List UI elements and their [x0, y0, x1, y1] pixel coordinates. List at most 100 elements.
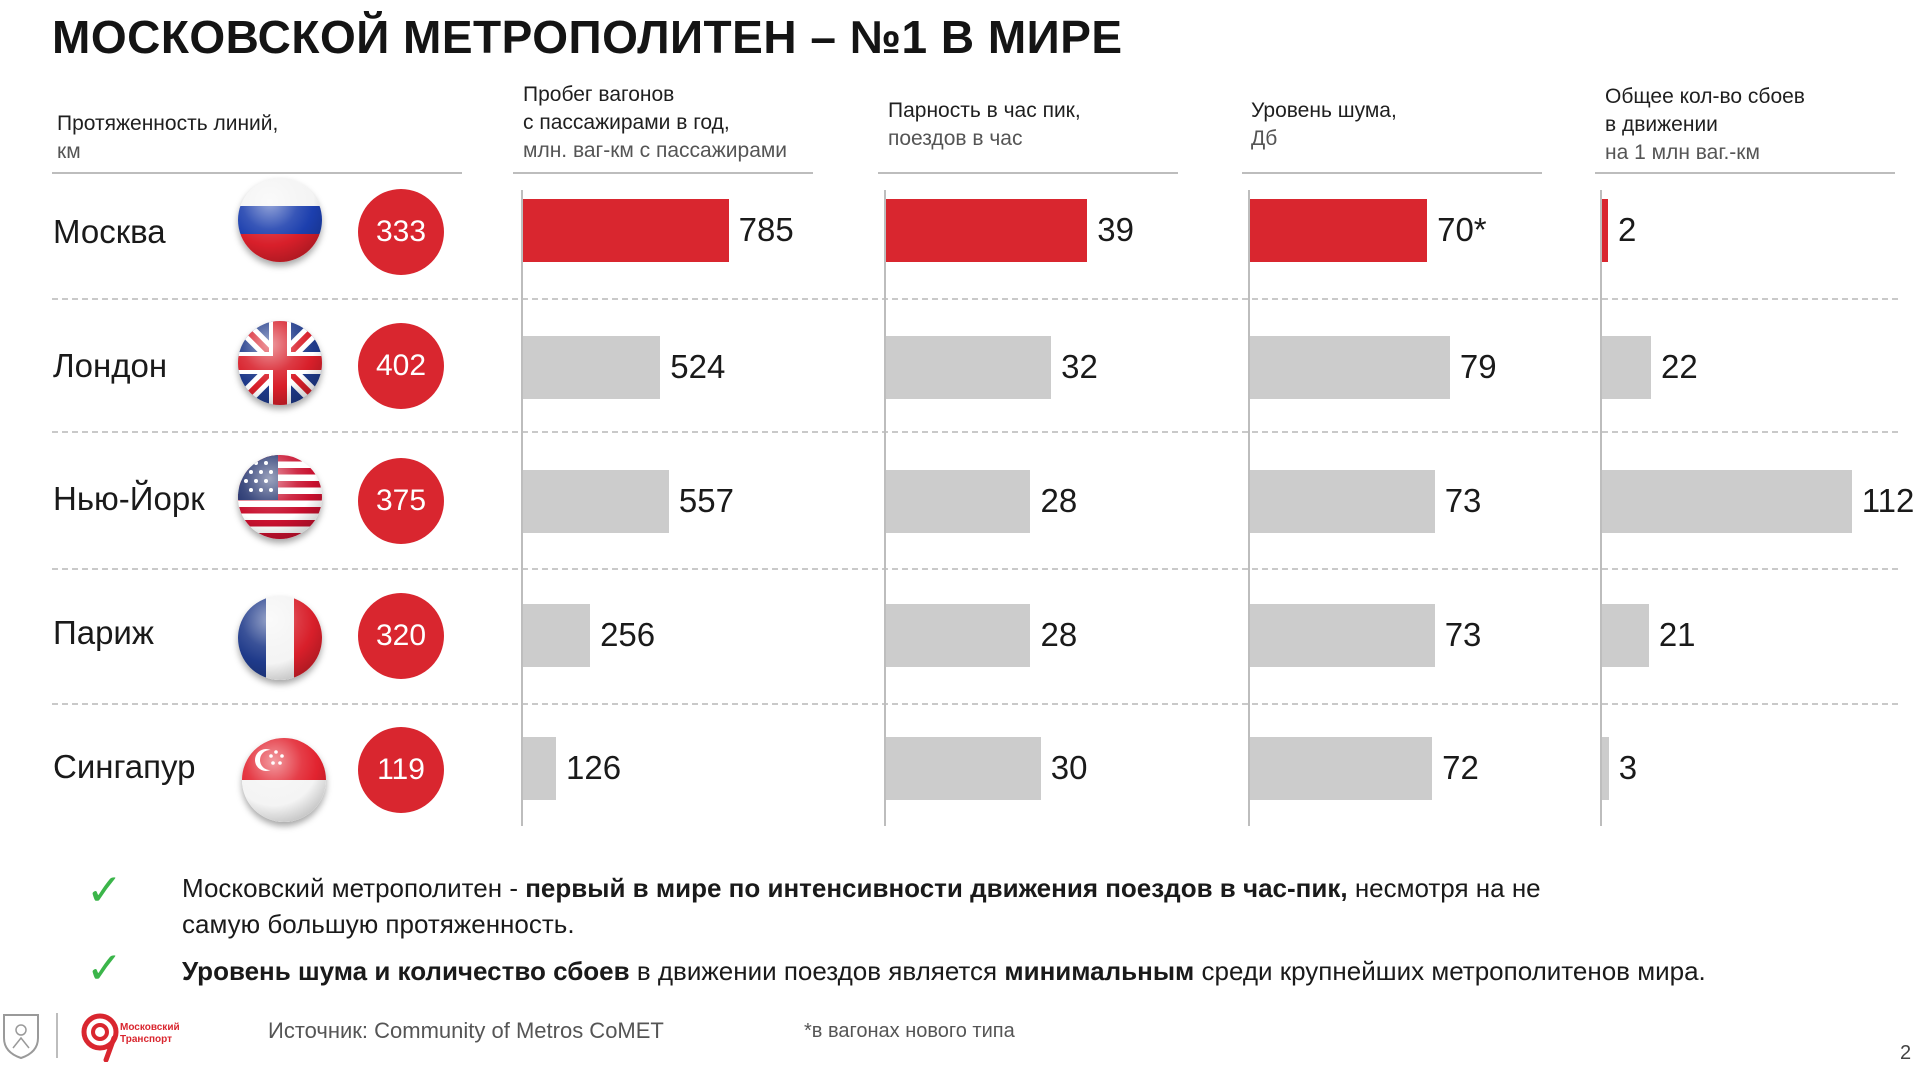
city-name-new-york: Нью-Йорк: [53, 480, 205, 517]
frequency-value-label: 39: [1097, 211, 1134, 248]
row-separator: [52, 298, 1898, 300]
note-text: Уровень шума и количество сбоев: [182, 956, 630, 986]
failures-bar: [1602, 470, 1852, 533]
frequency-value-label: 30: [1050, 749, 1088, 786]
moscow-coat-of-arms-icon: [0, 1012, 42, 1060]
frequency-bar: [886, 604, 1031, 667]
mileage-bar: [523, 604, 591, 667]
mileage-value-label: 524: [670, 348, 726, 385]
flag-france-icon: [238, 596, 322, 680]
mileage-bar: [523, 737, 556, 800]
footer-divider: [56, 1013, 58, 1058]
city-name-paris: Париж: [53, 614, 154, 651]
note-text: несмотря на не самую большую протяженнос…: [182, 873, 1541, 939]
noise-value-label: 70*: [1437, 211, 1487, 248]
failures-value-label: 2: [1618, 211, 1637, 248]
mileage-bar: [523, 336, 661, 399]
noise-bar: [1250, 470, 1435, 533]
page-title: МОСКОВСКОЙ МЕТРОПОЛИТЕН – №1 В МИРЕ: [52, 11, 1123, 63]
noise-bar: [1250, 199, 1428, 262]
header-frequency: Парность в час пик, поездов в час: [888, 97, 1081, 153]
flag-singapore-icon: [242, 738, 326, 822]
note-text: минимальным: [1004, 956, 1195, 986]
noise-axis: [1248, 190, 1250, 826]
length-badge: 119: [358, 727, 444, 813]
mileage-axis: [521, 190, 523, 826]
header-failures: Общее кол-во сбоев в движении на 1 млн в…: [1605, 83, 1805, 167]
failures-value-label: 21: [1658, 616, 1696, 653]
length-badge: 320: [358, 593, 444, 679]
frequency-value-label: 32: [1061, 348, 1098, 385]
header-length: Протяженность линий, км: [57, 110, 278, 166]
header-failures-unit: на 1 млн ваг.-км: [1605, 141, 1760, 164]
header-length-unit: км: [57, 140, 81, 163]
row-separator: [52, 431, 1898, 433]
mileage-bar: [523, 470, 669, 533]
page-number: 2: [1900, 1042, 1912, 1064]
failures-axis: [1600, 190, 1602, 826]
length-badge: 402: [358, 323, 444, 409]
frequency-bar: [886, 199, 1088, 262]
noise-bar: [1250, 336, 1450, 399]
city-name-london: Лондон: [53, 347, 168, 384]
failures-value-label: 112: [1861, 482, 1915, 519]
failures-bar: [1602, 737, 1609, 800]
header-rule: [52, 172, 462, 174]
mileage-value-label: 785: [738, 211, 794, 248]
frequency-bar: [886, 336, 1052, 399]
failures-value-label: 22: [1661, 348, 1698, 385]
footnote: *в вагонах нового типа: [804, 1020, 1015, 1042]
noise-bar: [1250, 604, 1435, 667]
row-separator: [52, 703, 1898, 705]
failures-bar: [1602, 199, 1608, 262]
flag-uk-icon: [238, 321, 322, 405]
city-name-singapore: Сингапур: [53, 748, 196, 785]
failures-value-label: 3: [1618, 749, 1638, 786]
source-note: Источник: Community of Metros CoMET: [268, 1018, 664, 1043]
check-icon: ✓: [86, 944, 123, 993]
header-failures-title-2: в движении: [1605, 113, 1718, 136]
mileage-value-label: 256: [600, 616, 656, 653]
mileage-value-label: 557: [678, 482, 734, 519]
city-name-moscow: Москва: [53, 213, 166, 250]
header-rule: [1242, 172, 1542, 174]
failures-bar: [1602, 336, 1652, 399]
note-noise-failures: Уровень шума и количество сбоев в движен…: [182, 953, 1882, 989]
logo-text: Московский Транспорт: [120, 1022, 180, 1045]
note-text: среди крупнейших метрополитенов мира.: [1194, 956, 1706, 986]
header-rule: [513, 172, 813, 174]
noise-value-label: 73: [1444, 616, 1482, 653]
header-frequency-unit: поездов в час: [888, 127, 1023, 150]
moscow-transport-logo: Московский Транспорт: [78, 1010, 198, 1063]
header-mileage-title: Пробег вагонов: [523, 83, 675, 106]
header-mileage: Пробег вагонов с пассажирами в год, млн.…: [523, 81, 787, 165]
frequency-axis: [884, 190, 886, 826]
length-badge: 375: [358, 458, 444, 544]
frequency-bar: [886, 470, 1031, 533]
frequency-bar: [886, 737, 1041, 800]
noise-value-label: 73: [1444, 482, 1482, 519]
failures-bar: [1602, 604, 1649, 667]
flag-russia-icon: [238, 178, 322, 262]
note-text: Московский метрополитен -: [182, 873, 526, 903]
header-noise: Уровень шума, Дб: [1251, 97, 1397, 153]
length-badge: 333: [358, 189, 444, 275]
noise-value-label: 79: [1459, 348, 1497, 385]
header-mileage-title-2: с пассажирами в год,: [523, 111, 730, 134]
noise-bar: [1250, 737, 1433, 800]
header-noise-title: Уровень шума,: [1251, 99, 1397, 122]
note-text: в движении поездов является: [629, 956, 1005, 986]
noise-value-label: 72: [1442, 749, 1479, 786]
mileage-bar: [523, 199, 729, 262]
frequency-value-label: 28: [1040, 482, 1078, 519]
header-mileage-unit: млн. ваг-км с пассажирами: [523, 139, 788, 162]
header-noise-unit: Дб: [1251, 127, 1278, 150]
note-text: первый в мире по интенсивности движения …: [525, 873, 1348, 903]
check-icon: ✓: [86, 866, 123, 915]
header-rule: [878, 172, 1178, 174]
mileage-value-label: 126: [566, 749, 622, 786]
header-length-title: Протяженность линий,: [57, 112, 279, 135]
header-frequency-title: Парность в час пик,: [888, 99, 1081, 122]
frequency-value-label: 28: [1040, 616, 1078, 653]
row-separator: [52, 568, 1898, 570]
